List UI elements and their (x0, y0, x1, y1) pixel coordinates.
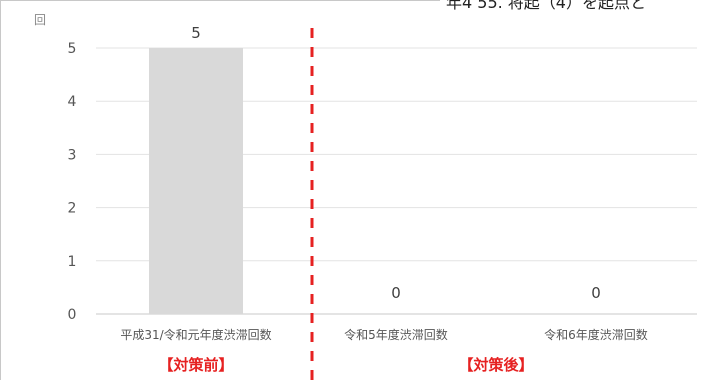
x-tick-labels: 平成31/令和元年度渋滞回数 令和5年度渋滞回数 令和6年度渋滞回数 (120, 327, 647, 342)
y-tick-label: 5 (68, 41, 77, 57)
x-tick-label: 令和5年度渋滞回数 (344, 327, 448, 342)
x-tick-label: 平成31/令和元年度渋滞回数 (120, 327, 271, 342)
x-tick-label: 令和6年度渋滞回数 (544, 327, 648, 342)
top-caption: 年4 55. 将起（4）を起点と (446, 0, 646, 12)
group-labels: 【対策前】 【対策後】 (158, 356, 533, 374)
y-tick-label: 0 (68, 307, 77, 323)
y-tick-label: 1 (68, 254, 77, 270)
y-tick-label: 2 (68, 201, 77, 217)
value-labels: 5 0 0 (191, 24, 601, 302)
y-unit-label: 回 (34, 13, 46, 27)
group-label: 【対策前】 (158, 356, 233, 374)
bars (149, 48, 243, 314)
y-tick-labels: 0 1 2 3 4 5 (68, 41, 77, 323)
group-label: 【対策後】 (458, 356, 533, 374)
frame-left-border (0, 0, 1, 380)
frame-top-border (0, 0, 440, 1)
bar (149, 48, 243, 314)
value-label: 0 (391, 284, 401, 302)
value-label: 0 (591, 284, 601, 302)
y-tick-label: 3 (68, 147, 77, 163)
y-tick-label: 4 (68, 94, 77, 110)
value-label: 5 (191, 24, 201, 42)
